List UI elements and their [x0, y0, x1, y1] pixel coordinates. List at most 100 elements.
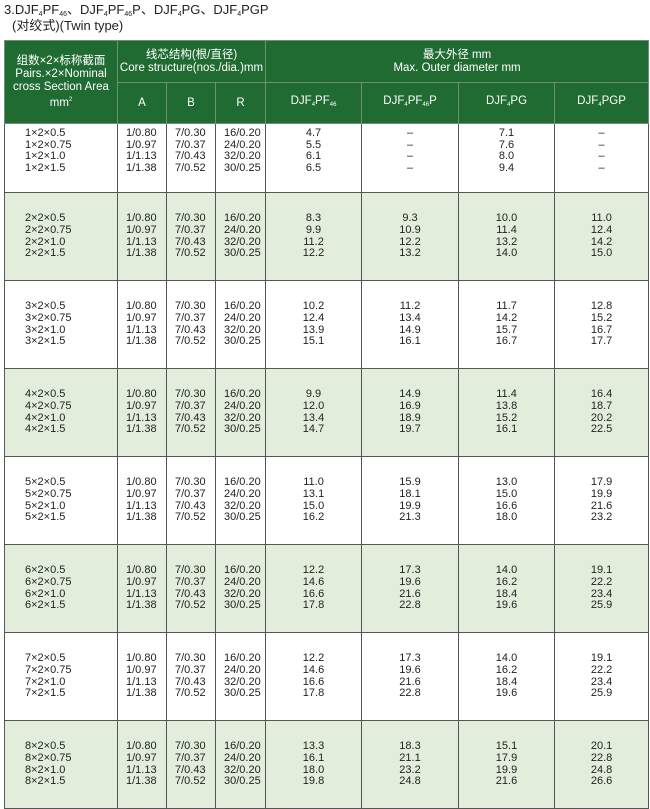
cell-value: 30/0.25 [224, 775, 261, 788]
document-title: 3.DJF4PF46、DJF4PF46P、DJF4PG、DJF4PGP [4, 2, 269, 22]
cell-value: 19.9 [495, 763, 518, 776]
cell-value: 15.2 [495, 411, 518, 424]
cell-value: 1×2×0.5 [25, 127, 66, 139]
cell-value: 7/0.30 [175, 388, 206, 401]
cell-value: 9.9 [305, 223, 322, 236]
cell-value: 7/0.37 [175, 138, 206, 151]
cell-value: 12.0 [302, 399, 325, 412]
cell-value: 7×2×1.0 [25, 675, 66, 688]
cell-value: 13.3 [302, 740, 325, 753]
cell-value: 7/0.52 [175, 423, 206, 436]
cell-value: 1/1.13 [126, 587, 157, 600]
table-row: 5×2×0.5 5×2×0.75 5×2×1.0 5×2×1.5 1/0.80 1/0.9… [4, 456, 650, 545]
cell-value: 1/1.13 [126, 411, 157, 424]
text-part: PF [42, 2, 60, 17]
cell-b: 7/0.30 7/0.37 7/0.43 7/0.52 [166, 192, 216, 281]
text-part: PF [107, 2, 125, 17]
cell-value: 24/0.20 [224, 575, 261, 588]
table-row: 7×2×0.5 7×2×0.75 7×2×1.0 7×2×1.5 1/0.80 1/0.9… [4, 632, 650, 721]
cell-value: 1/0.80 [126, 127, 157, 139]
cell-d2: 11.2 13.4 14.9 16.1 [361, 280, 460, 369]
cell-value: 30/0.25 [224, 511, 261, 524]
cell-d2: – – – – [361, 123, 460, 193]
cell-size: 4×2×0.5 4×2×0.75 4×2×1.0 4×2×1.5 [4, 368, 118, 457]
cell-value: 11.4 [496, 388, 517, 401]
cell-d2: 15.9 18.1 19.9 21.3 [361, 456, 460, 545]
cell-value: 5.5 [305, 138, 322, 151]
subscript: 4 [177, 11, 182, 18]
cell-value: 21.6 [495, 775, 518, 788]
cell-value: 21.6 [399, 587, 421, 600]
subscript: 4 [38, 11, 43, 18]
cell-value: 16/0.20 [224, 652, 261, 665]
cell-value: 11.2 [303, 235, 324, 248]
cell-value: 16/0.20 [224, 127, 261, 139]
pair-group-8: 8×2×0.5 8×2×0.75 8×2×1.0 8×2×1.5 1/0.80 1/0.9… [4, 720, 650, 809]
cell-value: 10.2 [302, 300, 325, 313]
cell-value: 7/0.37 [175, 487, 206, 500]
cell-value: 15.1 [495, 740, 518, 753]
cell-value: 1/0.97 [126, 663, 157, 676]
cell-value: 1/0.97 [126, 751, 157, 764]
cell-value: 7.6 [498, 138, 515, 151]
cell-value: 16.2 [302, 511, 325, 524]
subscript: 4 [103, 11, 108, 18]
cell-d2: 17.3 19.6 21.6 22.8 [361, 632, 460, 721]
cell-value: 11.2 [399, 300, 421, 313]
cell-value: 1/1.38 [126, 775, 157, 788]
outer-col-header-1: DJF4PF46 [265, 82, 363, 124]
cell-value: 1/0.97 [126, 138, 157, 151]
cell-size: 7×2×0.5 7×2×0.75 7×2×1.0 7×2×1.5 [4, 632, 118, 721]
cell-value: 1/1.13 [126, 323, 157, 336]
cell-value: 7/0.43 [175, 411, 206, 424]
cell-value: 14.0 [495, 247, 518, 260]
cell-a: 1/0.80 1/0.97 1/1.13 1/1.38 [117, 720, 167, 809]
cell-d4: 16.4 18.7 20.2 22.5 [554, 368, 650, 457]
cell-value: – [598, 127, 605, 139]
cell-value: – [598, 161, 605, 174]
cell-d3: 13.0 15.0 16.6 18.0 [458, 456, 556, 545]
cell-value: 16/0.20 [224, 476, 261, 489]
cell-value: – [406, 150, 414, 163]
cell-value: 16.6 [302, 587, 325, 600]
size-header-cn: 组数×2×标称截面 [16, 54, 106, 67]
cell-value: 13.2 [495, 235, 518, 248]
cell-d1: 10.2 12.4 13.9 15.1 [265, 280, 363, 369]
cell-value: 5×2×1.5 [25, 511, 66, 524]
cell-value: 1/0.97 [126, 399, 157, 412]
cell-value: 14.9 [399, 323, 421, 336]
cell-d3: 11.7 14.2 15.7 16.7 [458, 280, 556, 369]
cell-value: 7/0.52 [175, 511, 206, 524]
cell-value: 19.6 [495, 687, 518, 700]
cell-value: 30/0.25 [224, 687, 261, 700]
cell-value: 19.1 [590, 652, 613, 665]
cell-d1: 11.0 13.1 15.0 16.2 [265, 456, 363, 545]
cell-value: 1/0.80 [126, 476, 157, 489]
cell-r: 16/0.20 24/0.20 32/0.20 30/0.25 [214, 720, 267, 809]
cell-value: 17.8 [302, 599, 325, 612]
cell-value: 21.6 [590, 499, 613, 512]
cell-value: 15.7 [495, 323, 518, 336]
cell-a: 1/0.80 1/0.97 1/1.13 1/1.38 [117, 123, 167, 193]
cell-value: 11.7 [496, 300, 517, 313]
table-row: 3×2×0.5 3×2×0.75 3×2×1.0 3×2×1.5 1/0.80 1/0.9… [4, 280, 650, 369]
cell-value: 16.7 [495, 335, 518, 348]
cell-a: 1/0.80 1/0.97 1/1.13 1/1.38 [117, 632, 167, 721]
cell-value: 30/0.25 [224, 423, 261, 436]
cell-value: 24/0.20 [224, 751, 261, 764]
text-part: PG、DJF [181, 2, 238, 17]
cell-value: 25.9 [590, 599, 613, 612]
subscript: 4 [237, 11, 242, 18]
subscript: 4 [311, 101, 316, 108]
cell-value: 6×2×1.5 [25, 599, 66, 612]
size-column-header: 组数×2×标称截面 Pairs.×2×Nominal cross Section… [4, 40, 118, 124]
cell-value: 1/0.80 [126, 300, 157, 313]
cell-value: 12.4 [302, 311, 325, 324]
cell-value: 24/0.20 [224, 138, 261, 151]
cell-value: 24.8 [590, 763, 613, 776]
cell-a: 1/0.80 1/0.97 1/1.13 1/1.38 [117, 456, 167, 545]
cell-value: 1/1.38 [126, 423, 157, 436]
cell-value: 12.2 [302, 564, 325, 577]
cell-value: 1/1.38 [126, 511, 157, 524]
cell-value: 7/0.52 [175, 775, 206, 788]
